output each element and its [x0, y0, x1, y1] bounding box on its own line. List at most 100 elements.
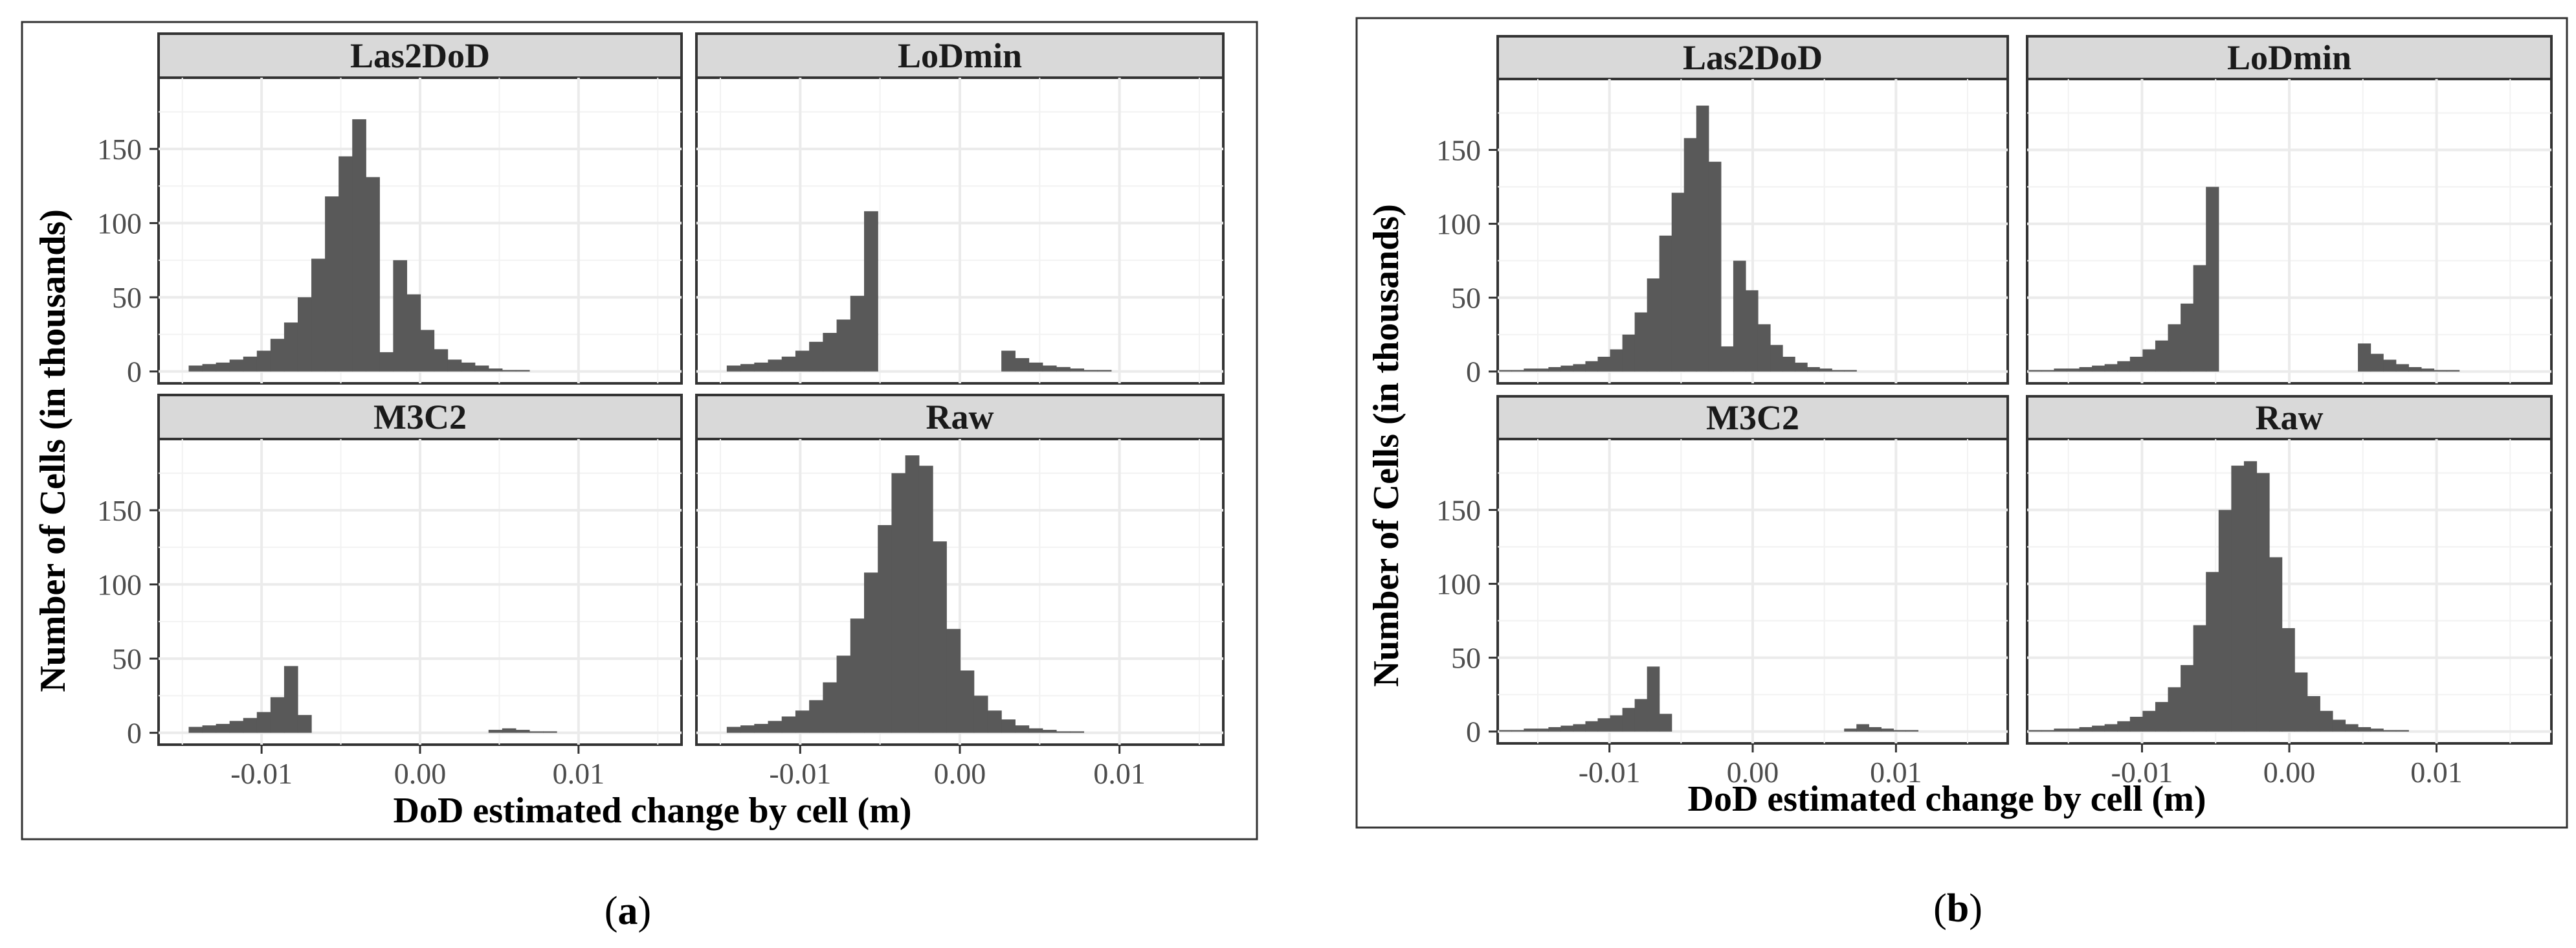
- bar-a-m3c2-0: [188, 727, 203, 733]
- bar-b-lodmin-2: [2054, 368, 2067, 372]
- x-tick-label-a-m3c2-2: 0.01: [553, 757, 605, 790]
- bar-a-raw-17: [960, 670, 975, 733]
- bar-a-raw-16: [946, 629, 961, 733]
- bar-a-lodmin-24: [1056, 367, 1071, 372]
- bar-a-m3c2-3: [229, 721, 244, 733]
- facet-b-m3c2: M3C2 0 50 100 150 -0.01 0.00 0.01: [1436, 395, 2009, 789]
- y-tick-label-b-las2dod-3: 150: [1436, 134, 1481, 167]
- subplot-a-caption-letter: a: [618, 889, 638, 933]
- bar-b-lodmin-31: [2421, 368, 2435, 372]
- subplot-b-caption-letter: b: [1947, 886, 1969, 931]
- bar-b-las2dod-17: [1708, 161, 1722, 372]
- y-tick-label-a-las2dod-1: 50: [112, 281, 142, 314]
- bar-a-las2dod-13: [366, 177, 380, 372]
- bar-b-m3c2-12: [1647, 666, 1660, 732]
- bar-b-lodmin-4: [2079, 367, 2093, 372]
- bar-a-m3c2-25: [529, 731, 544, 733]
- bar-a-lodmin-21: [1015, 358, 1030, 372]
- bar-b-las2dod-14: [1671, 192, 1685, 372]
- bar-b-lodmin-11: [2168, 324, 2181, 372]
- bar-a-las2dod-9: [311, 258, 326, 372]
- bar-b-lodmin-27: [2370, 354, 2384, 372]
- bar-a-las2dod-20: [461, 362, 476, 372]
- bar-b-lodmin-8: [2129, 356, 2143, 372]
- subplot-b-xlabel: DoD estimated change by cell (m): [1688, 779, 2206, 819]
- bar-b-raw-26: [2358, 727, 2371, 732]
- bar-a-raw-3: [768, 721, 783, 733]
- facet-b-raw-title: Raw: [2256, 398, 2324, 437]
- bar-a-las2dod-7: [283, 322, 298, 372]
- bar-b-las2dod-3: [1536, 368, 1549, 372]
- bar-a-las2dod-12: [352, 119, 366, 372]
- y-tick-label-a-m3c2-3: 150: [97, 494, 142, 527]
- bar-a-las2dod-14: [379, 352, 394, 372]
- bar-b-raw-4: [2079, 727, 2093, 732]
- bar-b-las2dod-9: [1610, 349, 1623, 372]
- bar-b-las2dod-13: [1659, 235, 1672, 372]
- subplot-a-ylabel: Number of Cells (in thousands): [33, 209, 73, 692]
- bar-a-raw-11: [878, 525, 893, 733]
- bar-a-m3c2-7: [283, 666, 298, 733]
- bar-a-raw-10: [864, 572, 878, 733]
- bar-a-m3c2-6: [270, 697, 285, 733]
- facet-a-m3c2-title: M3C2: [373, 398, 467, 436]
- bar-b-raw-20: [2282, 628, 2295, 732]
- bar-a-m3c2-23: [502, 728, 516, 733]
- bar-a-las2dod-4: [243, 356, 258, 372]
- bar-b-las2dod-10: [1622, 334, 1636, 372]
- bar-b-m3c2-33: [1905, 730, 1919, 732]
- bar-a-lodmin-9: [850, 295, 865, 372]
- bar-b-raw-21: [2294, 672, 2308, 732]
- bar-a-lodmin-6: [809, 341, 823, 372]
- bar-b-lodmin-32: [2434, 370, 2447, 372]
- bar-a-lodmin-2: [754, 362, 769, 372]
- x-tick-label-b-raw-0: -0.01: [2111, 756, 2173, 789]
- bar-b-las2dod-26: [1819, 368, 1832, 372]
- bar-b-m3c2-9: [1610, 715, 1623, 732]
- bar-a-lodmin-5: [795, 350, 810, 372]
- bar-b-raw-11: [2168, 687, 2181, 732]
- facet-b-raw: Raw -0.01 0.00 0.01: [2026, 395, 2553, 789]
- bar-a-raw-20: [1001, 719, 1016, 733]
- bar-a-las2dod-6: [270, 339, 285, 372]
- bar-a-las2dod-18: [434, 349, 449, 372]
- bar-b-las2dod-20: [1745, 290, 1759, 372]
- facet-a-lodmin: LoDmin: [695, 32, 1225, 385]
- bar-a-lodmin-27: [1097, 370, 1112, 372]
- bar-b-raw-8: [2129, 716, 2143, 732]
- x-tick-label-b-m3c2-1: 0.00: [1727, 756, 1779, 789]
- bar-b-raw-23: [2320, 710, 2333, 732]
- y-tick-label-a-m3c2-2: 100: [97, 569, 142, 602]
- bar-a-raw-8: [836, 655, 851, 733]
- bar-b-m3c2-10: [1622, 708, 1636, 732]
- bar-a-m3c2-22: [488, 730, 503, 733]
- bar-b-las2dod-7: [1585, 361, 1599, 372]
- bar-a-raw-19: [987, 710, 1002, 733]
- facet-a-las2dod-title: Las2DoD: [350, 36, 490, 75]
- bar-a-m3c2-24: [515, 730, 530, 733]
- bar-a-raw-14: [918, 466, 933, 733]
- bar-a-las2dod-17: [420, 330, 435, 372]
- facet-b-lodmin-title: LoDmin: [2227, 38, 2351, 77]
- bar-b-las2dod-18: [1720, 346, 1734, 372]
- subplot-a: Number of Cells (in thousands) DoD estim…: [21, 21, 1258, 933]
- bar-b-raw-0: [2028, 730, 2042, 732]
- bar-b-lodmin-3: [2066, 368, 2080, 372]
- bar-b-m3c2-8: [1597, 718, 1611, 732]
- bar-b-raw-19: [2269, 557, 2283, 732]
- x-tick-label-b-m3c2-0: -0.01: [1579, 756, 1641, 789]
- bar-a-m3c2-26: [543, 731, 557, 733]
- y-tick-label-a-m3c2-0: 0: [127, 717, 142, 750]
- bar-b-las2dod-27: [1832, 370, 1845, 372]
- facet-a-las2dod: Las2DoD 0 50 100 150: [97, 32, 683, 389]
- y-tick-label-b-m3c2-3: 150: [1436, 494, 1481, 527]
- facet-a-raw-title: Raw: [926, 398, 994, 436]
- bar-b-m3c2-13: [1659, 714, 1672, 732]
- bar-b-m3c2-11: [1634, 699, 1648, 732]
- bar-b-raw-29: [2395, 730, 2409, 732]
- bar-a-raw-21: [1015, 725, 1030, 733]
- bar-a-las2dod-11: [339, 156, 353, 372]
- bar-a-las2dod-16: [406, 294, 421, 372]
- x-tick-label-a-m3c2-1: 0.00: [394, 757, 447, 790]
